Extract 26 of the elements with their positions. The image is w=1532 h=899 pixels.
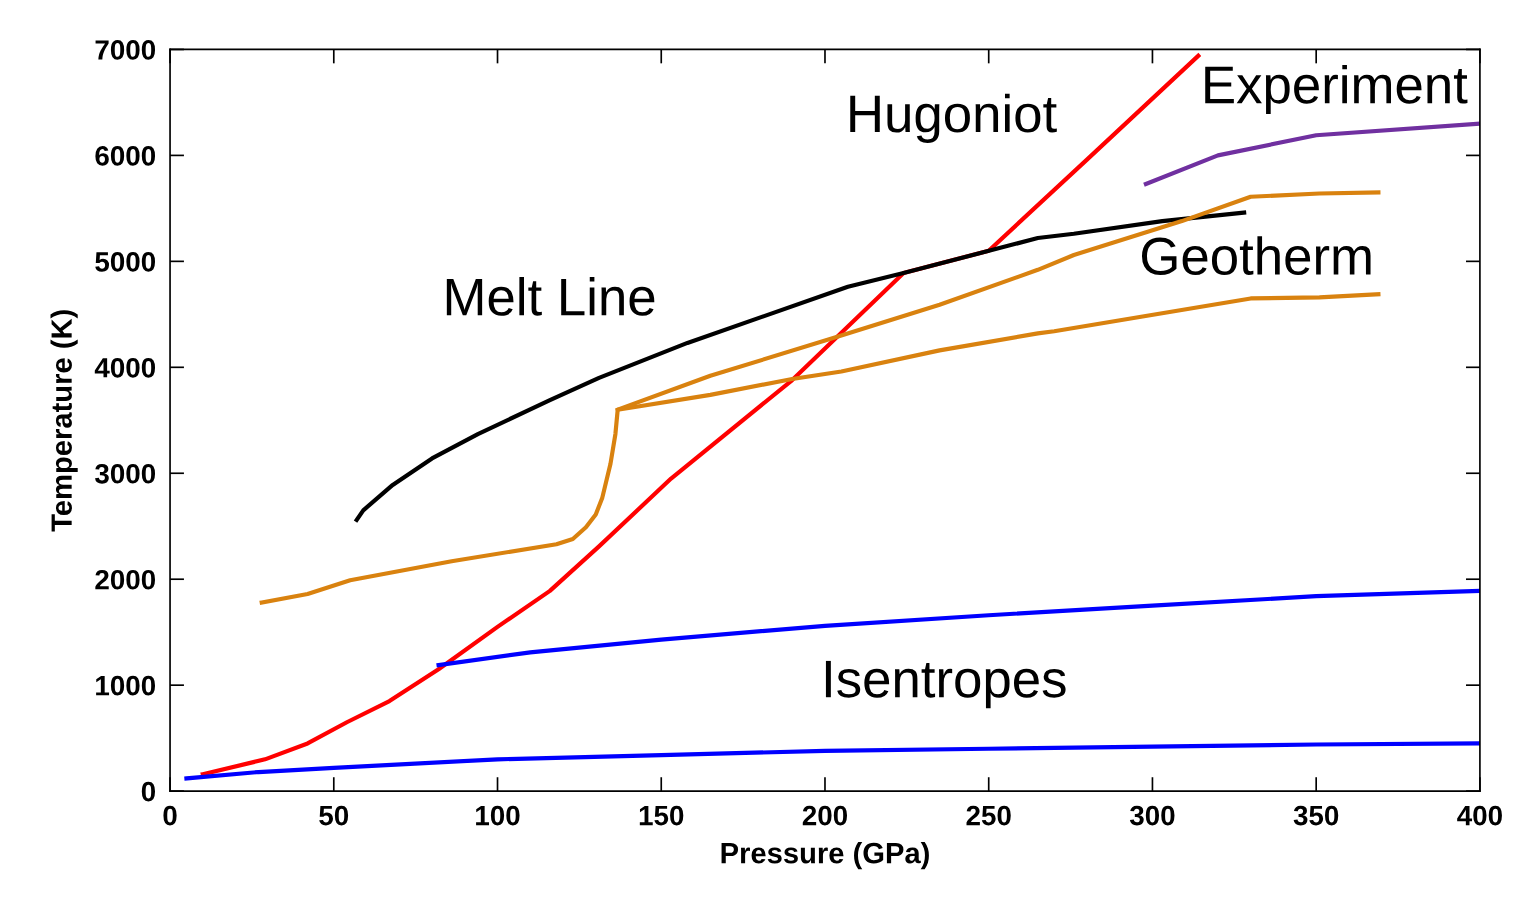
x-tick-label: 350 <box>1293 805 1339 826</box>
annotation: Experiment <box>1205 64 1468 115</box>
x-tick-label: 300 <box>1129 805 1175 826</box>
y-tick-label: 1000 <box>96 675 156 696</box>
x-tick-label: 250 <box>966 805 1011 826</box>
y-tick-label: 7000 <box>95 40 156 60</box>
y-tick-label: 2000 <box>95 569 156 590</box>
y-tick-label: 4000 <box>94 357 156 378</box>
y-tick-label: 5000 <box>95 252 156 272</box>
annotation: Isentropes <box>825 660 1066 709</box>
x-tick-label: 0 <box>163 805 177 826</box>
y-tick-label: 3000 <box>95 463 156 484</box>
x-tick-label: 150 <box>639 805 684 826</box>
annotation: Melt Line <box>446 277 655 316</box>
y-axis-title: Temperature (K) <box>50 310 78 532</box>
x-tick-label: 400 <box>1457 805 1502 826</box>
x-tick-label: 50 <box>319 805 349 826</box>
y-tick-label: 0 <box>141 781 156 802</box>
annotation: Hugoniot <box>850 93 1057 144</box>
line-series <box>1143 121 1480 187</box>
x-tick-label: 200 <box>802 805 848 826</box>
x-axis-title: Pressure (GPa) <box>721 842 929 870</box>
annotation: Geotherm <box>1142 236 1371 275</box>
y-tick-label: 6000 <box>95 146 156 166</box>
line-series <box>184 741 1480 781</box>
x-tick-label: 100 <box>476 805 520 826</box>
